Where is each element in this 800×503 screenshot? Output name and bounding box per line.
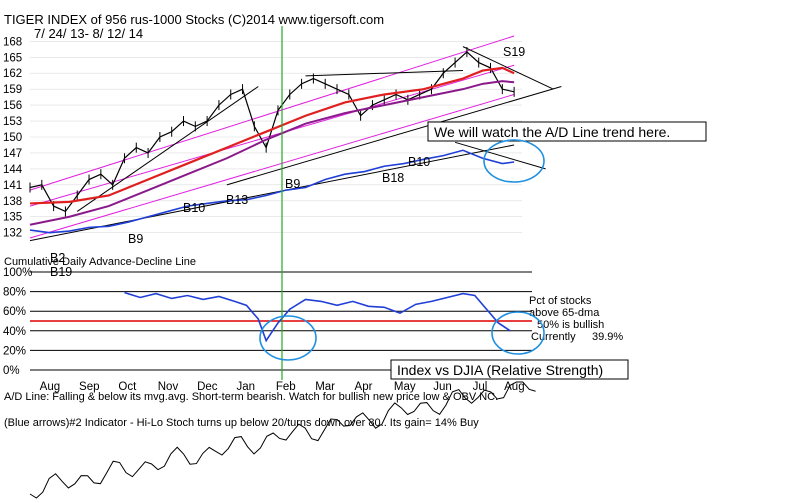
- current-value: 39.9%: [592, 331, 623, 343]
- trend-channel-line: [29, 93, 515, 239]
- y-tick-label: 138: [3, 196, 22, 208]
- signal-b19: B19: [50, 265, 72, 279]
- lower-panel-grid: [30, 271, 532, 371]
- rs-box: [390, 359, 629, 380]
- signal-b18: B18: [382, 171, 404, 185]
- month-label: Jun: [433, 381, 452, 393]
- y-tick-label: 150: [3, 132, 22, 144]
- y-tick-label: 141: [3, 180, 22, 192]
- blue-arrows-legend: (Blue arrows)#2 Indicator - Hi-Lo Stoch …: [4, 417, 479, 429]
- trend-channels: [29, 35, 562, 242]
- signal-b9: B9: [285, 177, 300, 191]
- y-tick-label: 60%: [3, 306, 26, 318]
- y-tick-label: 135: [3, 212, 22, 224]
- date-range: 7/ 24/ 13- 8/ 12/ 14: [34, 26, 143, 41]
- trend-channel-line: [29, 35, 515, 191]
- month-label: Sep: [79, 381, 99, 393]
- ad-trend-box: [427, 121, 707, 142]
- month-label: Nov: [158, 381, 179, 393]
- pct-above-65dma-line: [124, 291, 511, 343]
- trend-channel-line: [76, 86, 259, 212]
- trend-channel-line: [305, 70, 463, 77]
- y-tick-label: 132: [3, 228, 22, 240]
- ad-trend-box-text: We will watch the A/D Line trend here.: [434, 124, 670, 140]
- chart-title: TIGER INDEX of 956 rus-1000 Stocks (C)20…: [4, 12, 384, 27]
- bullish-level-label: 50% is bullish: [537, 319, 604, 331]
- month-label: Feb: [276, 381, 296, 393]
- signal-b2: B2: [50, 251, 65, 265]
- purple-moving-average-line: [29, 80, 515, 226]
- pct-label-line1: Pct of stocks: [529, 295, 592, 307]
- lower-series: [124, 291, 511, 343]
- signal-b10-early: B10: [183, 201, 205, 215]
- y-tick-label: 159: [3, 84, 22, 96]
- red-moving-average-line: [29, 66, 515, 205]
- lower-y-axis-labels: 100% 80% 60% 40% 20% 0%: [3, 267, 32, 377]
- y-tick-label: 144: [3, 164, 23, 176]
- y-tick-label: 20%: [3, 345, 26, 357]
- aug-circle-annotation: [491, 311, 545, 355]
- month-label: Jan: [236, 381, 255, 393]
- y-tick-label: 80%: [3, 287, 26, 299]
- relative-strength-series: [29, 381, 536, 499]
- month-label: Dec: [197, 381, 218, 393]
- month-label: Mar: [315, 381, 335, 393]
- month-label: May: [394, 381, 416, 393]
- y-tick-label: 100%: [3, 267, 32, 279]
- ad-line-legend: A/D Line: Falling & below its mvg.avg. S…: [4, 391, 498, 403]
- ad-line: [29, 149, 515, 234]
- rs-box-text: Index vs DJIA (Relative Strength): [397, 362, 603, 378]
- current-label: Currently: [531, 331, 576, 343]
- signal-b9-early: B9: [128, 232, 143, 246]
- month-label: Aug: [40, 381, 60, 393]
- ad-circle-annotation: [483, 139, 545, 183]
- month-label: Aug: [504, 381, 524, 393]
- y-tick-label: 0%: [3, 365, 20, 377]
- trend-channel-line: [29, 144, 515, 242]
- month-label: Jul: [473, 381, 488, 393]
- trend-channel-line: [454, 141, 546, 170]
- y-tick-label: 162: [3, 68, 22, 80]
- month-label: Oct: [118, 381, 137, 393]
- upper-y-axis-labels: 168 165 162 159 156 153 150 147 144 141 138 135 132: [3, 36, 23, 239]
- y-tick-label: 40%: [3, 326, 26, 338]
- month-axis-labels: Aug Sep Oct Nov Dec Jan Feb Mar Apr May Jun Jul Aug: [40, 381, 525, 393]
- signal-s19: S19: [503, 45, 525, 59]
- pct-label-line2: above 65-dma: [529, 307, 600, 319]
- lower-panel-title: Cumulative Daily Advance-Decline Line: [4, 256, 196, 268]
- signal-b13: B13: [226, 193, 248, 207]
- month-label: Apr: [355, 381, 373, 393]
- trend-channel-line: [462, 46, 554, 90]
- upper-series: [29, 46, 515, 234]
- y-tick-label: 168: [3, 36, 22, 48]
- relative-strength-line: [29, 381, 536, 499]
- y-tick-label: 156: [3, 100, 22, 112]
- signal-b10: B10: [408, 155, 430, 169]
- y-tick-label: 165: [3, 52, 22, 64]
- y-tick-label: 147: [3, 148, 22, 160]
- upper-panel-grid: [30, 41, 522, 233]
- feb-circle-annotation: [259, 315, 317, 361]
- y-tick-label: 153: [3, 116, 22, 128]
